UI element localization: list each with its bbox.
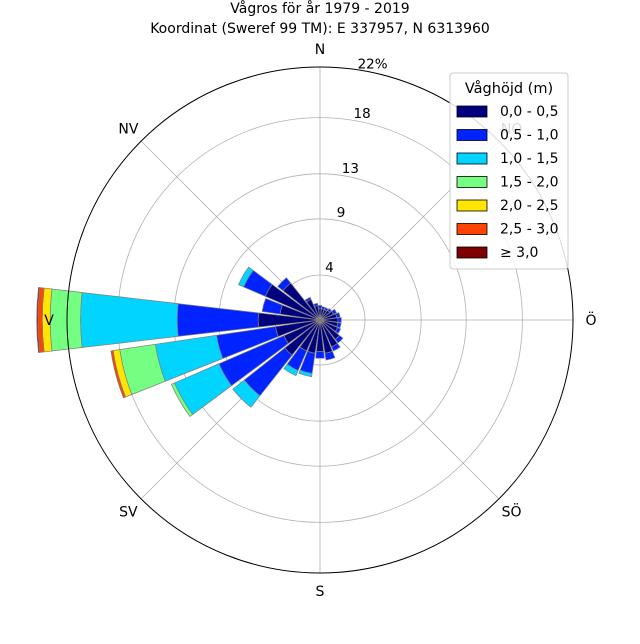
bar-sector-240-bin-3 [170,382,194,418]
legend: Våghöjd (m) 0,0 - 0,5 0,5 - 1,0 1,0 - 1,5 1… [449,72,569,270]
legend-swatch-3 [456,176,488,188]
bar-sector-210-bin-2 [283,363,299,377]
legend-title: Våghöjd (m) [465,80,553,97]
radial-tick-label-3: 18 [354,106,371,122]
bar-sector-120-bin-1 [334,327,342,334]
direction-label-NV: NV [118,121,138,137]
legend-swatch-4 [456,199,488,212]
legend-label-3: 1,5 - 2,0 [500,175,558,191]
bar-sector-270-bin-6 [36,287,41,353]
bar-sector-270-bin-3 [49,288,83,352]
legend-label-0: 0,0 - 0,5 [500,104,558,120]
radial-tick-label-1: 9 [337,205,346,221]
radial-tick-label-0: 4 [325,260,334,276]
polar-outer-circle [66,66,574,574]
direction-label-SÖ: SÖ [502,503,522,521]
bar-sector-0-bin-1 [317,305,323,310]
radial-tick-label-4: 22% [358,57,388,73]
radial-tick-label-2: 13 [342,161,359,177]
legend-label-4: 2,0 - 2,5 [500,198,558,214]
grid-spoke-3 [319,319,500,500]
bar-sector-90-bin-1 [337,317,342,323]
radial-tick-labels: 4 9 13 18 22% [325,57,388,277]
bar-sector-315-bin-1 [277,277,292,292]
polar-frame [66,66,574,574]
bar-sector-30-bin-1 [324,307,329,312]
legend-swatch-1 [456,129,488,141]
legend-swatch-2 [456,152,488,165]
sector-bars [36,266,344,418]
direction-label-SV: SV [119,505,138,521]
bar-sector-45-bin-1 [327,308,332,313]
chart-title: Vågros för år 1979 - 2019 [230,0,409,17]
direction-label-Ö: Ö [585,311,596,329]
direction-label-V: V [44,313,54,329]
bar-sector-345-bin-1 [313,302,319,307]
legend-label-6: ≥ 3,0 [500,245,538,261]
bar-sector-225-bin-2 [232,379,261,408]
bar-sector-105-bin-1 [336,322,342,329]
bar-sector-255-bin-5 [110,350,126,399]
chart-subtitle: Koordinat (Sweref 99 TM): E 337957, N 63… [150,21,490,37]
bar-sector-270-bin-2 [80,292,179,348]
bar-sector-15-bin-1 [321,306,326,311]
legend-label-1: 0,5 - 1,0 [500,128,558,144]
bar-sector-75-bin-1 [335,312,341,318]
bar-sector-300-bin-2 [238,266,254,288]
legend-frame [449,72,569,270]
bar-sector-180-bin-1 [315,350,325,359]
legend-label-2: 1,0 - 1,5 [500,151,558,167]
bar-sector-135-bin-1 [334,334,344,344]
bar-sector-60-bin-1 [331,308,337,315]
direction-label-N: N [315,42,325,58]
bar-sector-285-bin-1 [261,298,283,315]
bar-sector-165-bin-1 [324,350,336,361]
bar-sector-195-bin-2 [298,369,313,378]
legend-label-5: 2,5 - 3,0 [500,222,558,238]
bar-sector-150-bin-1 [331,342,341,352]
legend-swatch-5 [456,223,488,235]
legend-swatch-6 [456,246,488,259]
legend-swatch-0 [456,105,488,118]
direction-label-S: S [316,584,325,600]
bar-sector-330-bin-1 [304,296,312,303]
